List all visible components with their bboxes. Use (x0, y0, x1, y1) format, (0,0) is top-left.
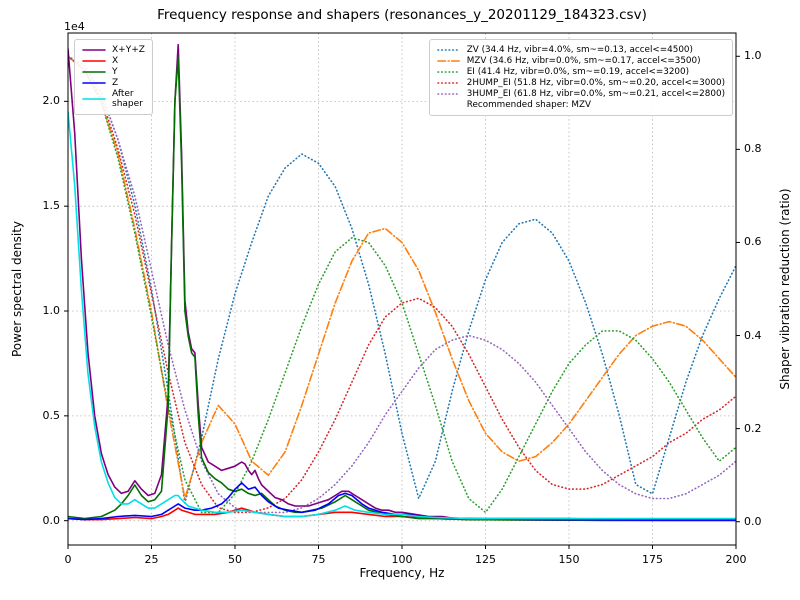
legend-line-sample (436, 71, 461, 73)
x-tick-label: 150 (558, 553, 580, 566)
legend-label: MZV (34.6 Hz, vibr=0.0%, sm~=0.17, accel… (466, 56, 701, 66)
legend-item-mzv: MZV (34.6 Hz, vibr=0.0%, sm~=0.17, accel… (436, 56, 725, 66)
legend-item-after-shaper: After shaper (82, 89, 145, 109)
x-tick-label: 75 (311, 553, 326, 566)
legend-line-sample (82, 71, 106, 73)
x-tick-label: 100 (391, 553, 413, 566)
y-right-tick-label: 1.0 (744, 49, 762, 63)
legend-line-sample (82, 60, 106, 62)
legend-label: Z (112, 78, 119, 88)
legend-item-xyz: X+Y+Z (82, 45, 145, 55)
recommended-shaper-label: Recommended shaper: MZV (466, 100, 592, 110)
psd-legend: X+Y+Z X Y Z After shaper (74, 39, 153, 115)
x-axis-label: Frequency, Hz (359, 566, 445, 580)
legend-item-zv: ZV (34.4 Hz, vibr=4.0%, sm~=0.13, accel<… (436, 45, 725, 55)
legend-line-sample (436, 49, 461, 51)
legend-label: ZV (34.4 Hz, vibr=4.0%, sm~=0.13, accel<… (466, 45, 693, 55)
series-3hump_ei (68, 55, 736, 514)
x-tick-label: 25 (144, 553, 159, 566)
series-mzv (68, 55, 736, 500)
legend-label: 3HUMP_EI (61.8 Hz, vibr=0.0%, sm~=0.21, … (466, 89, 725, 99)
series-after-shaper (68, 111, 736, 520)
y-left-tick-label: 1.5 (42, 199, 61, 213)
legend-label: X (112, 56, 119, 66)
legend-item-z: Z (82, 78, 145, 88)
legend-label: After shaper (112, 89, 143, 109)
series-2hump_ei (68, 55, 736, 514)
legend-line-sample (82, 98, 106, 100)
y-right-tick-label: 0.6 (744, 235, 762, 249)
legend-line-sample (436, 82, 461, 84)
recommended-shaper-note: Recommended shaper: MZV (437, 100, 725, 110)
x-tick-label: 50 (228, 553, 242, 566)
series-y (68, 56, 736, 522)
series-ei (68, 55, 736, 514)
y-left-tick-label: 0.5 (42, 408, 61, 422)
legend-line-sample (436, 93, 461, 95)
legend-item-y: Y (82, 67, 145, 77)
x-tick-label: 175 (642, 553, 663, 566)
legend-line-sample (436, 60, 461, 62)
shaper-legend: ZV (34.4 Hz, vibr=4.0%, sm~=0.13, accel<… (428, 39, 733, 116)
legend-label: Y (112, 67, 118, 77)
legend-item-ei: EI (41.4 Hz, vibr=0.0%, sm~=0.19, accel<… (436, 67, 725, 77)
legend-line-sample (82, 49, 106, 51)
y-right-tick-label: 0.0 (744, 514, 762, 528)
x-tick-label: 200 (725, 553, 747, 566)
legend-label: EI (41.4 Hz, vibr=0.0%, sm~=0.19, accel<… (466, 67, 690, 77)
x-tick-label: 0 (64, 553, 72, 566)
x-tick-label: 125 (475, 553, 496, 566)
y-left-tick-label: 1.0 (42, 304, 61, 317)
chart-title: Frequency response and shapers (resonanc… (157, 7, 647, 23)
series-xyz (68, 43, 736, 521)
y-axis-offset-text: 1e4 (64, 20, 85, 33)
y-right-tick-label: 0.4 (744, 328, 762, 342)
legend-label: X+Y+Z (112, 45, 145, 55)
y-left-tick-label: 2.0 (42, 94, 61, 108)
y-left-tick-label: 0.0 (42, 513, 61, 527)
legend-item-3hump_ei: 3HUMP_EI (61.8 Hz, vibr=0.0%, sm~=0.21, … (436, 89, 725, 99)
legend-label: 2HUMP_EI (51.8 Hz, vibr=0.0%, sm~=0.20, … (466, 78, 725, 88)
legend-line-sample (82, 82, 106, 84)
y-right-tick-label: 0.8 (744, 142, 762, 156)
y-axis-right-label: Shaper vibration reduction (ratio) (778, 188, 792, 390)
y-right-tick-label: 0.2 (744, 421, 762, 435)
legend-item-2hump_ei: 2HUMP_EI (51.8 Hz, vibr=0.0%, sm~=0.20, … (436, 78, 725, 88)
legend-item-x: X (82, 56, 145, 66)
